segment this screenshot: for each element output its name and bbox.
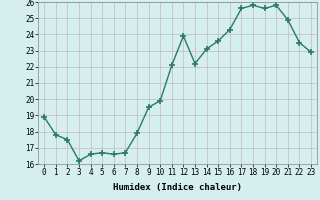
X-axis label: Humidex (Indice chaleur): Humidex (Indice chaleur): [113, 183, 242, 192]
